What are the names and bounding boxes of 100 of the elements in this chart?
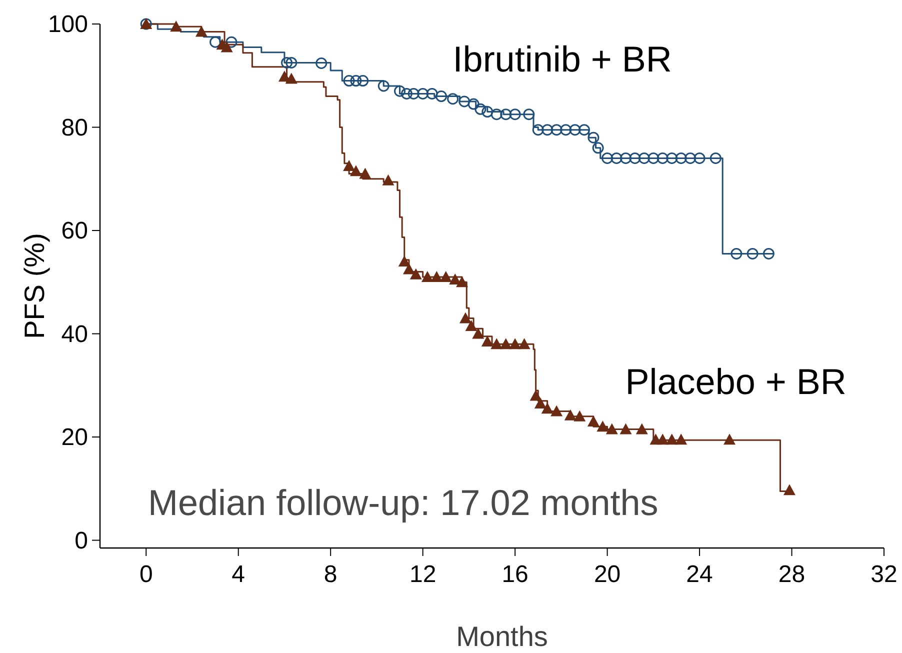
- point: [465, 320, 478, 332]
- y-tick-label: 80: [61, 114, 88, 142]
- point: [730, 248, 742, 260]
- point: [532, 124, 544, 136]
- x-tick-label: 20: [594, 561, 621, 588]
- point: [195, 26, 208, 37]
- y-tick-label: 100: [48, 11, 88, 38]
- x-tick-label: 8: [324, 561, 338, 588]
- point: [523, 108, 535, 120]
- point: [620, 423, 632, 434]
- point: [378, 80, 390, 92]
- point: [220, 41, 233, 52]
- point: [500, 338, 512, 350]
- point: [459, 312, 472, 324]
- point: [417, 88, 429, 100]
- x-tick-label: 0: [139, 561, 153, 588]
- point: [468, 98, 480, 110]
- point: [286, 56, 298, 68]
- y-tick-label: 60: [61, 218, 88, 244]
- point: [648, 152, 660, 164]
- point: [710, 152, 722, 164]
- point: [610, 152, 622, 164]
- x-tick-label: 16: [502, 561, 528, 588]
- point: [408, 88, 420, 100]
- point: [550, 405, 563, 416]
- point: [350, 165, 362, 176]
- point: [482, 106, 494, 118]
- x-tick-label: 24: [686, 561, 713, 588]
- x-tick-label: 28: [778, 561, 806, 588]
- point: [500, 108, 512, 120]
- point: [656, 152, 668, 164]
- y-axis-title: PFS (%): [19, 233, 50, 339]
- point: [382, 174, 394, 186]
- point: [226, 36, 238, 48]
- point: [490, 338, 503, 350]
- point: [587, 416, 600, 427]
- point: [569, 124, 581, 136]
- series-label: Placebo + BR: [625, 360, 846, 402]
- annotation: Median follow-up: 17.02 months: [148, 482, 658, 523]
- point: [675, 152, 687, 164]
- point: [694, 152, 706, 164]
- point: [430, 270, 443, 282]
- point: [440, 270, 452, 282]
- point: [620, 152, 632, 164]
- point: [421, 270, 434, 282]
- point: [474, 103, 486, 115]
- point: [746, 248, 758, 260]
- point: [666, 434, 678, 445]
- point: [684, 152, 696, 164]
- point: [394, 85, 406, 97]
- point: [359, 168, 372, 179]
- point: [629, 152, 641, 164]
- point: [666, 152, 678, 164]
- point: [550, 124, 562, 136]
- point: [456, 276, 468, 288]
- point: [343, 75, 355, 87]
- point: [350, 75, 362, 87]
- x-axis-title: Months: [456, 621, 548, 652]
- point: [541, 402, 554, 414]
- point: [564, 409, 576, 420]
- point: [588, 132, 600, 144]
- point: [574, 410, 586, 422]
- y-tick-label: 0: [74, 527, 88, 554]
- point: [170, 20, 182, 32]
- point: [400, 88, 412, 100]
- point: [402, 263, 415, 274]
- point: [343, 160, 356, 171]
- x-tick-label: 32: [870, 561, 898, 588]
- point: [592, 142, 604, 154]
- point: [602, 152, 614, 164]
- point: [436, 90, 448, 102]
- point: [675, 434, 688, 445]
- point: [410, 268, 422, 280]
- point: [542, 124, 554, 136]
- point: [638, 152, 650, 164]
- point: [481, 336, 494, 346]
- point: [578, 124, 590, 136]
- point: [656, 434, 669, 445]
- point: [426, 88, 438, 100]
- point: [472, 328, 484, 339]
- x-tick-label: 12: [409, 561, 436, 588]
- point: [285, 72, 298, 84]
- point: [490, 108, 502, 120]
- point: [357, 75, 369, 87]
- point: [530, 390, 542, 401]
- point: [509, 338, 522, 350]
- point: [210, 36, 222, 48]
- point: [560, 124, 572, 136]
- point: [509, 108, 521, 120]
- point: [281, 56, 293, 68]
- point: [724, 434, 736, 445]
- point: [606, 423, 618, 434]
- point: [458, 96, 470, 108]
- point: [636, 423, 648, 434]
- point: [534, 397, 546, 408]
- point: [316, 57, 328, 69]
- y-tick-label: 20: [61, 424, 88, 452]
- point: [518, 338, 530, 350]
- y-tick-label: 40: [61, 320, 88, 348]
- point: [447, 93, 459, 105]
